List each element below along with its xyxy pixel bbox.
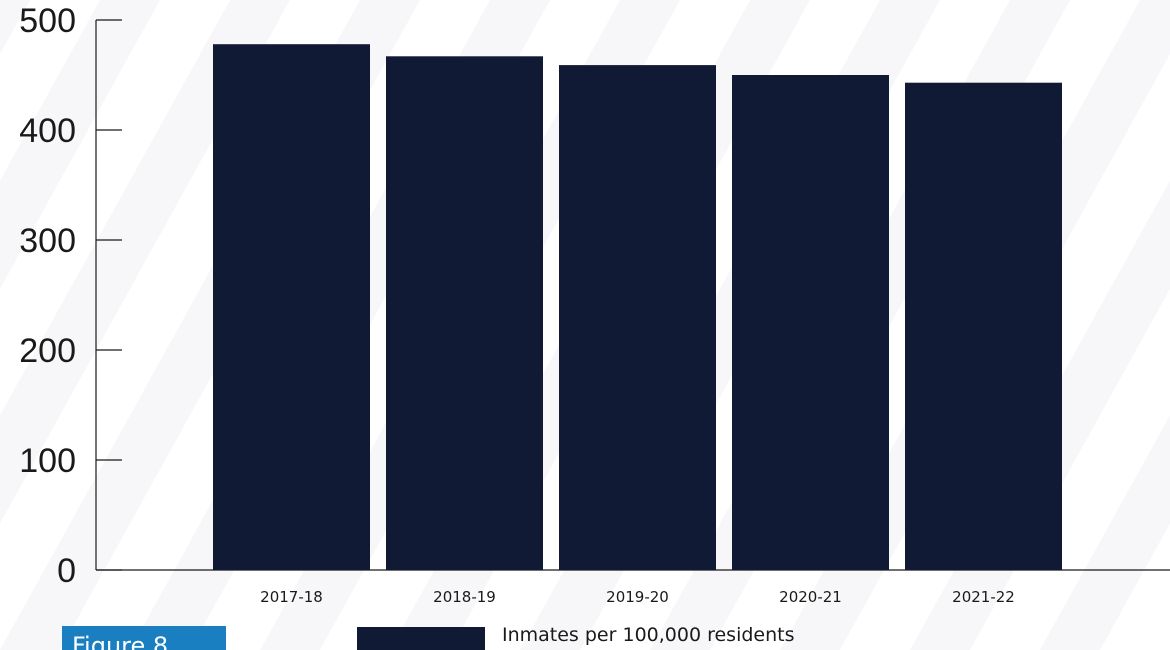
x-tick-label: 2020-21 xyxy=(779,588,842,606)
y-tick-label: 100 xyxy=(19,442,76,480)
bar-2020-21 xyxy=(732,75,889,570)
background-stripe xyxy=(1040,415,1170,650)
legend-label: Inmates per 100,000 residents xyxy=(502,624,795,646)
y-tick-label: 200 xyxy=(19,332,76,370)
background-stripe xyxy=(0,0,30,55)
y-tick-label: 300 xyxy=(19,222,76,260)
y-tick-label: 400 xyxy=(19,112,76,150)
y-tick-label: 0 xyxy=(57,552,76,590)
bar-2021-22 xyxy=(905,82,1062,570)
x-tick-label: 2021-22 xyxy=(952,588,1015,606)
x-tick-label: 2018-19 xyxy=(433,588,496,606)
x-tick-label: 2019-20 xyxy=(606,588,669,606)
legend: Inmates per 100,000 residents xyxy=(357,624,795,650)
y-axis-ticks: 0 100 200 300 400 500 xyxy=(19,2,122,590)
x-axis-tick-labels: 2017-18 2018-19 2019-20 2020-21 2021-22 xyxy=(260,588,1015,606)
bar-2018-19 xyxy=(386,56,543,571)
background-stripe xyxy=(0,0,160,289)
bars xyxy=(213,44,1062,571)
y-tick-label: 500 xyxy=(19,2,76,40)
legend-swatch xyxy=(357,627,485,650)
bar-2019-20 xyxy=(559,65,716,570)
bar-2017-18 xyxy=(213,44,370,570)
x-tick-label: 2017-18 xyxy=(260,588,323,606)
figure-label: Figure 8 xyxy=(62,626,226,650)
